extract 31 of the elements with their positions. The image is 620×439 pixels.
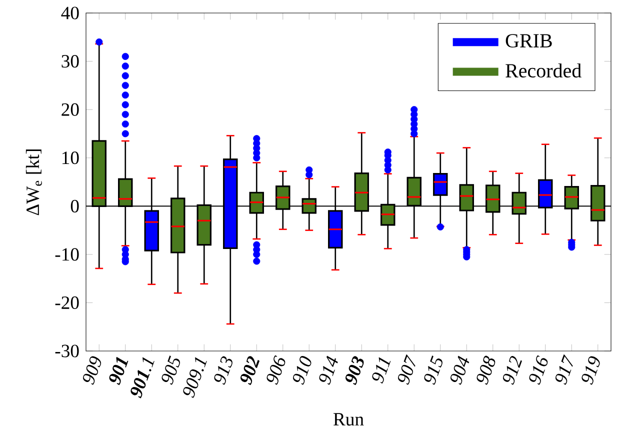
y-tick-label: 0	[70, 200, 79, 212]
x-tick-label: 913	[214, 356, 232, 385]
x-tick-label: 903	[346, 356, 364, 386]
x-tick-label: 915	[424, 356, 442, 385]
x-tick-label: 914	[319, 356, 338, 385]
x-tick-label: 905	[162, 356, 180, 385]
x-tick-label: 904	[450, 356, 470, 385]
x-tick-label: 906	[266, 355, 286, 385]
y-tick-label: -20	[55, 296, 79, 310]
x-tick-label: 901	[109, 356, 128, 386]
legend-label: GRIB	[506, 34, 552, 48]
x-tick-label: 912	[502, 356, 522, 385]
y-tick-label: -10	[55, 248, 79, 261]
y-tick-label: 40	[61, 6, 79, 20]
y-tick-label: -30	[55, 344, 79, 358]
x-axis-title: Run	[333, 413, 364, 426]
x-tick-label: 909	[83, 356, 102, 385]
x-tick-label: 911	[372, 357, 391, 384]
y-tick-label: 10	[62, 152, 79, 164]
legend-label: Recorded	[506, 63, 582, 78]
x-tick-label: 908	[476, 356, 496, 385]
x-tick-label: 919	[582, 356, 600, 385]
y-tick-label: 30	[62, 54, 79, 68]
y-tick-label: 20	[62, 103, 79, 116]
x-tick-label: 917	[556, 354, 573, 385]
x-tick-label: 909.1	[183, 357, 207, 398]
x-tick-label: 902	[240, 356, 260, 386]
x-tick-label: 916	[529, 355, 548, 385]
x-tick-label: 910	[293, 356, 312, 385]
y-axis-title: ΔW$_{e}$ [kt]	[26, 150, 42, 216]
x-tick-label: 907	[398, 354, 416, 385]
